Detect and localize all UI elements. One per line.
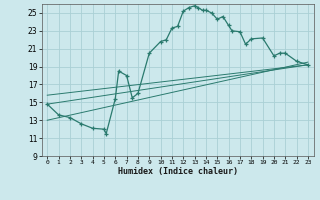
X-axis label: Humidex (Indice chaleur): Humidex (Indice chaleur) [118,167,237,176]
